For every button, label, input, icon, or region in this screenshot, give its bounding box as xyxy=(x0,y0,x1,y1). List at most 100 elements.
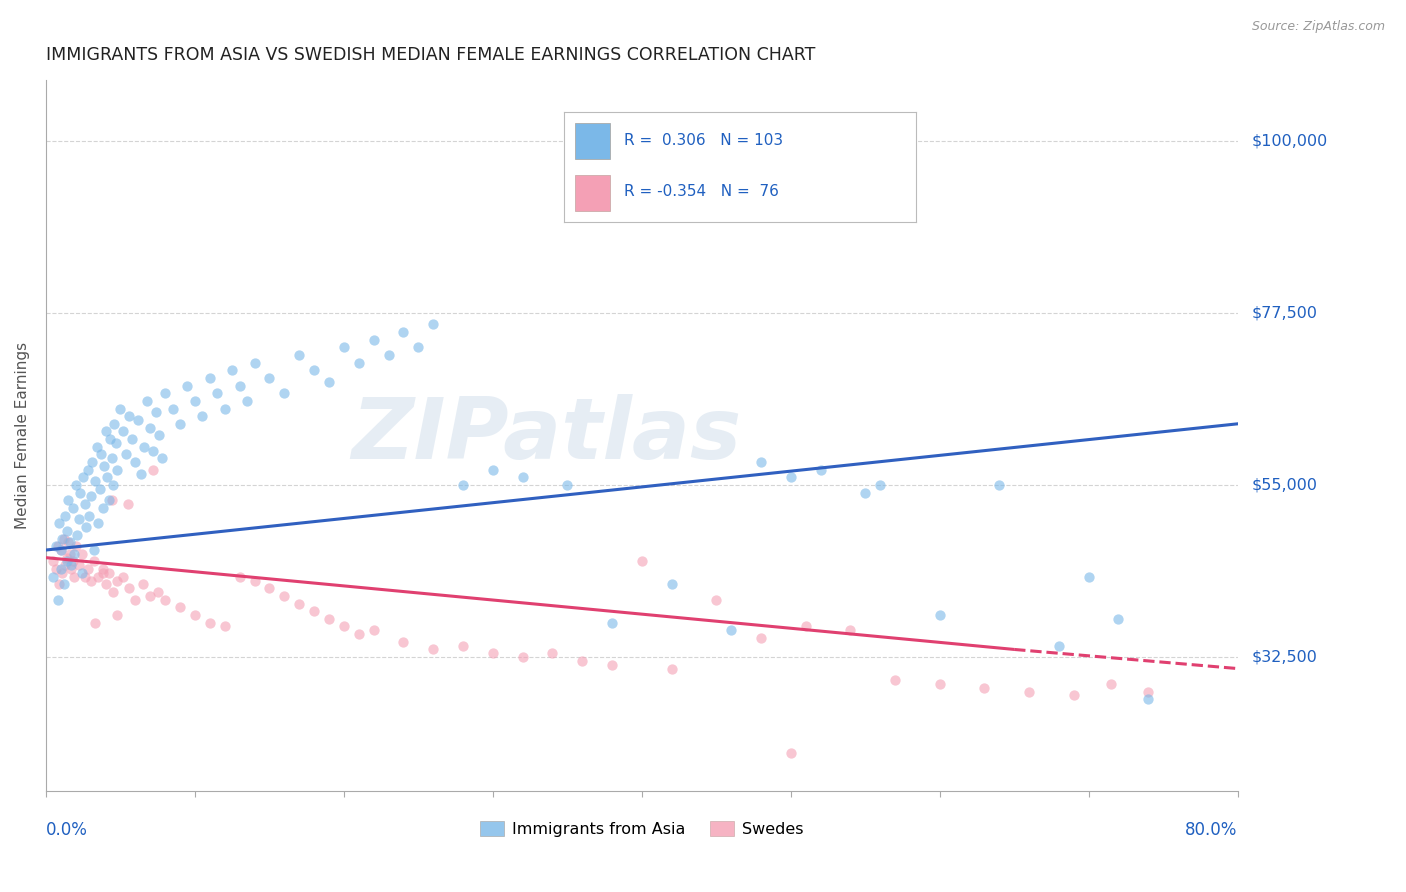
Point xyxy=(377,348,399,362)
Point xyxy=(91,562,114,576)
Point xyxy=(704,592,727,607)
Point xyxy=(1137,684,1160,698)
Point xyxy=(749,631,772,645)
Point xyxy=(91,500,114,515)
Point xyxy=(42,570,65,584)
Point xyxy=(112,570,135,584)
Point xyxy=(42,554,65,568)
Point xyxy=(87,570,110,584)
Point xyxy=(288,348,311,362)
Point xyxy=(134,440,156,454)
Point xyxy=(94,425,117,439)
Point xyxy=(73,570,96,584)
Point xyxy=(118,581,141,595)
Point xyxy=(46,539,69,553)
Point xyxy=(115,447,138,461)
Point xyxy=(555,478,578,492)
Point xyxy=(1077,570,1099,584)
Point xyxy=(198,615,221,630)
Point xyxy=(58,493,80,508)
Point xyxy=(58,535,80,549)
Point xyxy=(839,624,862,638)
Point xyxy=(132,577,155,591)
Point xyxy=(112,425,135,439)
Point xyxy=(136,393,159,408)
Point xyxy=(169,600,191,615)
Point xyxy=(79,490,101,504)
Text: Source: ZipAtlas.com: Source: ZipAtlas.com xyxy=(1251,20,1385,33)
Point xyxy=(1107,612,1129,626)
Point xyxy=(124,455,146,469)
Point xyxy=(129,467,152,481)
Point xyxy=(884,673,907,687)
Point xyxy=(76,463,98,477)
Point xyxy=(347,356,370,370)
Point xyxy=(52,577,75,591)
Point xyxy=(56,550,79,565)
Point xyxy=(117,497,139,511)
Text: $100,000: $100,000 xyxy=(1251,133,1327,148)
Point xyxy=(89,482,111,496)
Text: IMMIGRANTS FROM ASIA VS SWEDISH MEDIAN FEMALE EARNINGS CORRELATION CHART: IMMIGRANTS FROM ASIA VS SWEDISH MEDIAN F… xyxy=(46,46,815,64)
Point xyxy=(541,646,564,660)
Point xyxy=(53,508,76,523)
Point xyxy=(1018,684,1040,698)
Point xyxy=(49,543,72,558)
Point xyxy=(87,516,110,531)
Text: ZIPatlas: ZIPatlas xyxy=(352,393,741,477)
Point xyxy=(512,470,534,484)
Point xyxy=(408,340,430,354)
Point xyxy=(259,581,281,595)
Point xyxy=(749,455,772,469)
Point xyxy=(98,432,121,446)
Point xyxy=(53,558,76,573)
Point xyxy=(70,547,93,561)
Point xyxy=(288,597,311,611)
Point xyxy=(150,451,173,466)
Point xyxy=(153,592,176,607)
Point xyxy=(49,562,72,576)
Point xyxy=(451,639,474,653)
Point xyxy=(273,589,295,603)
Point xyxy=(139,420,162,434)
Point xyxy=(94,577,117,591)
Point xyxy=(779,746,801,760)
Point xyxy=(70,566,93,580)
Point xyxy=(207,386,229,401)
Point xyxy=(59,535,82,549)
Legend: Immigrants from Asia, Swedes: Immigrants from Asia, Swedes xyxy=(474,814,810,844)
Point xyxy=(302,604,325,618)
Point xyxy=(56,524,79,538)
Point xyxy=(67,558,90,573)
Point xyxy=(1137,692,1160,706)
Point xyxy=(571,654,593,668)
Point xyxy=(107,463,129,477)
Point xyxy=(63,547,86,561)
Point xyxy=(162,401,184,416)
Point xyxy=(169,417,191,431)
Point xyxy=(228,570,250,584)
Point xyxy=(107,574,129,588)
Point xyxy=(243,574,266,588)
Point xyxy=(973,681,995,695)
Point xyxy=(91,566,114,580)
Point xyxy=(600,615,623,630)
Point xyxy=(90,447,112,461)
Point xyxy=(198,371,221,385)
Point xyxy=(63,570,86,584)
Point xyxy=(45,562,67,576)
Point xyxy=(259,371,281,385)
Point xyxy=(103,417,125,431)
Point xyxy=(1047,639,1070,653)
Point xyxy=(93,458,115,473)
Point xyxy=(77,508,100,523)
Point xyxy=(49,543,72,558)
Point xyxy=(97,566,120,580)
Point xyxy=(184,607,207,622)
Point xyxy=(1063,689,1085,703)
Point xyxy=(76,562,98,576)
Point xyxy=(48,577,70,591)
Point xyxy=(142,463,165,477)
Point xyxy=(482,463,505,477)
Point xyxy=(318,612,340,626)
